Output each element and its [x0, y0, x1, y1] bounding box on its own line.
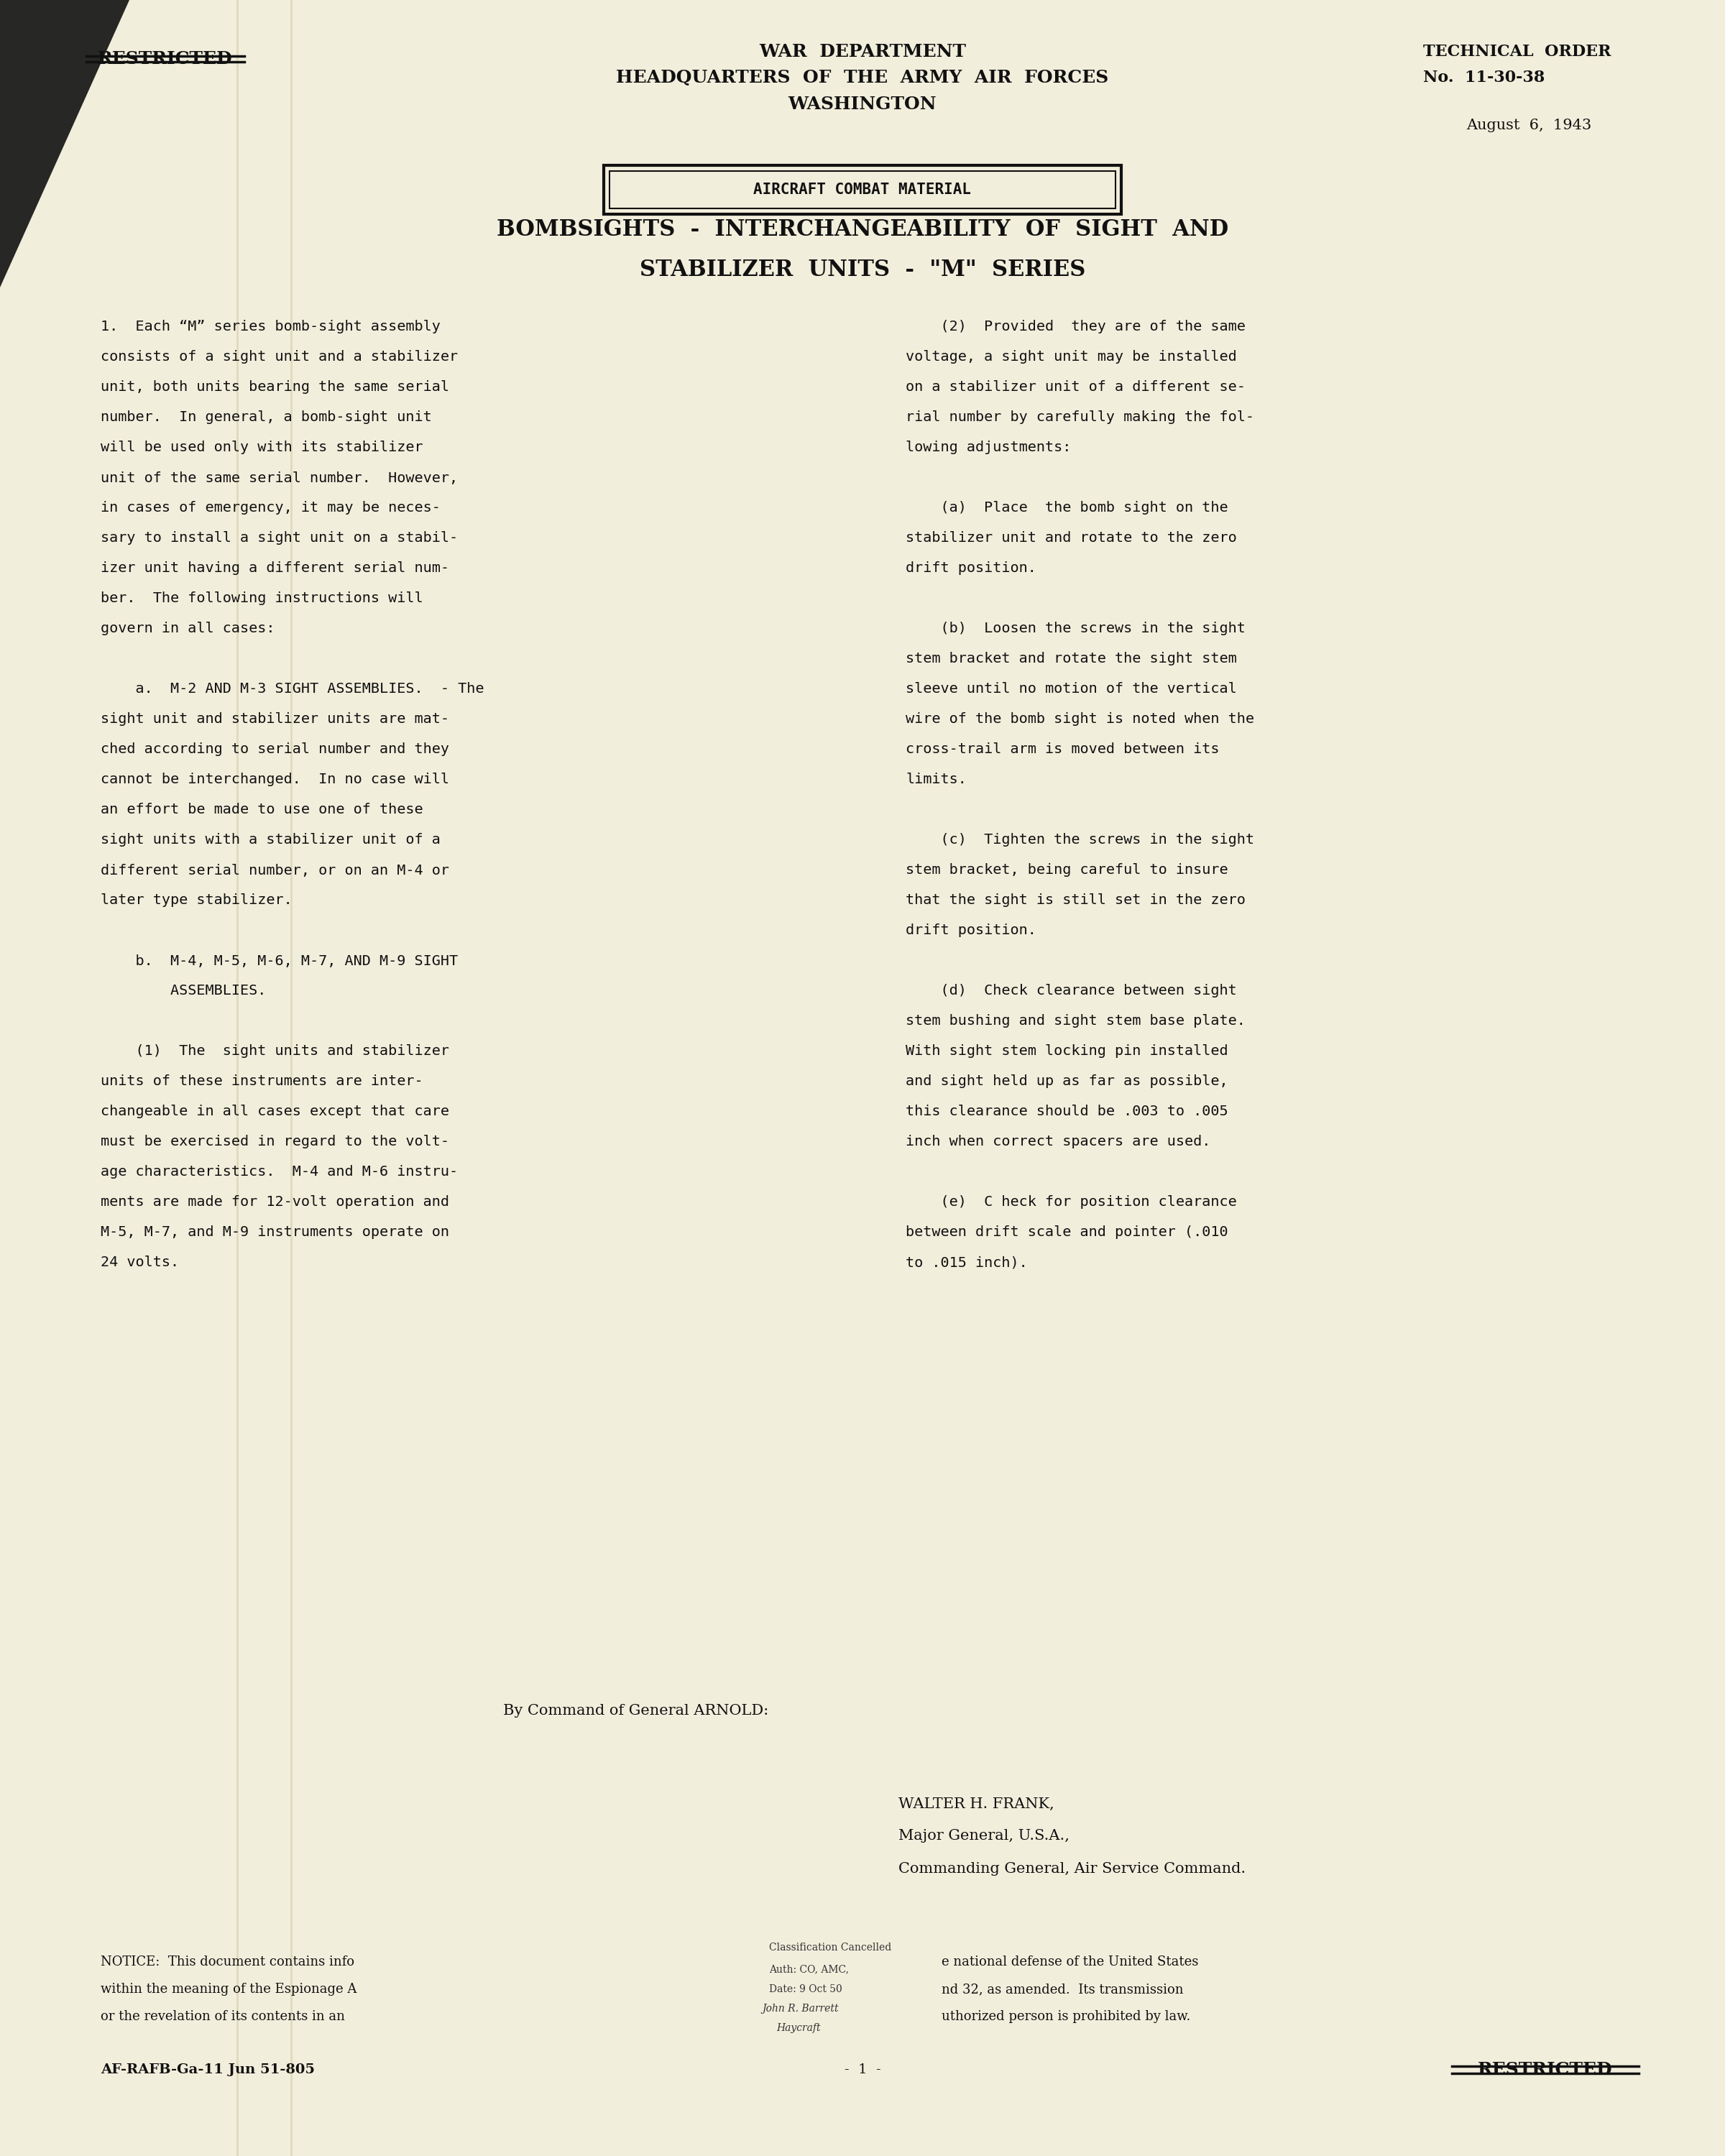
Text: rial number by carefully making the fol-: rial number by carefully making the fol-: [906, 410, 1254, 425]
Text: uthorized person is prohibited by law.: uthorized person is prohibited by law.: [942, 2009, 1190, 2022]
Text: voltage, a sight unit may be installed: voltage, a sight unit may be installed: [906, 349, 1237, 364]
Text: in cases of emergency, it may be neces-: in cases of emergency, it may be neces-: [100, 502, 440, 515]
Text: will be used only with its stabilizer: will be used only with its stabilizer: [100, 442, 423, 455]
Text: Classification Cancelled: Classification Cancelled: [769, 1943, 892, 1953]
Text: within the meaning of the Espionage A: within the meaning of the Espionage A: [100, 1984, 357, 1996]
Text: nd 32, as amended.  Its transmission: nd 32, as amended. Its transmission: [942, 1984, 1183, 1996]
Text: RESTRICTED: RESTRICTED: [98, 50, 233, 67]
Bar: [609, 170, 1116, 209]
Text: number.  In general, a bomb-sight unit: number. In general, a bomb-sight unit: [100, 410, 431, 425]
Text: stem bushing and sight stem base plate.: stem bushing and sight stem base plate.: [906, 1015, 1245, 1028]
Text: drift position.: drift position.: [906, 923, 1037, 938]
Text: M-5, M-7, and M-9 instruments operate on: M-5, M-7, and M-9 instruments operate on: [100, 1225, 448, 1240]
Text: Haycraft: Haycraft: [776, 2022, 821, 2033]
Text: must be exercised in regard to the volt-: must be exercised in regard to the volt-: [100, 1134, 448, 1149]
Text: lowing adjustments:: lowing adjustments:: [906, 442, 1071, 455]
Text: this clearance should be .003 to .005: this clearance should be .003 to .005: [906, 1104, 1228, 1119]
Text: that the sight is still set in the zero: that the sight is still set in the zero: [906, 893, 1245, 908]
Text: sleeve until no motion of the vertical: sleeve until no motion of the vertical: [906, 681, 1237, 696]
Text: to .015 inch).: to .015 inch).: [906, 1255, 1028, 1270]
Text: stabilizer unit and rotate to the zero: stabilizer unit and rotate to the zero: [906, 533, 1237, 545]
Bar: [604, 166, 1121, 213]
Text: (d)  Check clearance between sight: (d) Check clearance between sight: [906, 983, 1237, 998]
Text: AF-RAFB-Ga-11 Jun 51-805: AF-RAFB-Ga-11 Jun 51-805: [100, 2063, 316, 2076]
Text: ched according to serial number and they: ched according to serial number and they: [100, 742, 448, 757]
Text: NOTICE:  This document contains info: NOTICE: This document contains info: [100, 1955, 354, 1968]
Text: With sight stem locking pin installed: With sight stem locking pin installed: [906, 1046, 1228, 1059]
Text: RESTRICTED: RESTRICTED: [1478, 2061, 1613, 2078]
Text: (a)  Place  the bomb sight on the: (a) Place the bomb sight on the: [906, 502, 1228, 515]
Text: cross-trail arm is moved between its: cross-trail arm is moved between its: [906, 742, 1220, 757]
Text: HEADQUARTERS  OF  THE  ARMY  AIR  FORCES: HEADQUARTERS OF THE ARMY AIR FORCES: [616, 69, 1109, 86]
Text: or the revelation of its contents in an: or the revelation of its contents in an: [100, 2009, 345, 2022]
Text: units of these instruments are inter-: units of these instruments are inter-: [100, 1076, 423, 1089]
Text: b.  M-4, M-5, M-6, M-7, AND M-9 SIGHT: b. M-4, M-5, M-6, M-7, AND M-9 SIGHT: [100, 953, 457, 968]
Text: STABILIZER  UNITS  -  "M"  SERIES: STABILIZER UNITS - "M" SERIES: [640, 259, 1085, 280]
Text: limits.: limits.: [906, 774, 966, 787]
Text: Date: 9 Oct 50: Date: 9 Oct 50: [769, 1984, 842, 1994]
Text: John R. Barrett: John R. Barrett: [762, 2003, 838, 2014]
Text: TECHNICAL  ORDER: TECHNICAL ORDER: [1423, 43, 1611, 60]
Text: ber.  The following instructions will: ber. The following instructions will: [100, 593, 423, 606]
Text: govern in all cases:: govern in all cases:: [100, 621, 274, 636]
Text: an effort be made to use one of these: an effort be made to use one of these: [100, 804, 423, 817]
Text: stem bracket, being careful to insure: stem bracket, being careful to insure: [906, 862, 1228, 877]
Text: Auth: CO, AMC,: Auth: CO, AMC,: [769, 1964, 849, 1975]
Text: on a stabilizer unit of a different se-: on a stabilizer unit of a different se-: [906, 379, 1245, 395]
Text: WALTER H. FRANK,: WALTER H. FRANK,: [899, 1798, 1054, 1811]
Text: WAR  DEPARTMENT: WAR DEPARTMENT: [759, 43, 966, 60]
Text: unit, both units bearing the same serial: unit, both units bearing the same serial: [100, 379, 448, 395]
Text: By Command of General ARNOLD:: By Command of General ARNOLD:: [504, 1703, 769, 1716]
Text: inch when correct spacers are used.: inch when correct spacers are used.: [906, 1134, 1211, 1149]
Text: 1.  Each “M” series bomb-sight assembly: 1. Each “M” series bomb-sight assembly: [100, 321, 440, 334]
Text: WASHINGTON: WASHINGTON: [788, 95, 937, 112]
Text: age characteristics.  M-4 and M-6 instru-: age characteristics. M-4 and M-6 instru-: [100, 1164, 457, 1179]
Text: later type stabilizer.: later type stabilizer.: [100, 893, 292, 908]
Text: sary to install a sight unit on a stabil-: sary to install a sight unit on a stabil…: [100, 533, 457, 545]
Text: stem bracket and rotate the sight stem: stem bracket and rotate the sight stem: [906, 651, 1237, 666]
Text: ASSEMBLIES.: ASSEMBLIES.: [100, 983, 266, 998]
Text: BOMBSIGHTS  -  INTERCHANGEABILITY  OF  SIGHT  AND: BOMBSIGHTS - INTERCHANGEABILITY OF SIGHT…: [497, 220, 1228, 241]
Text: ments are made for 12-volt operation and: ments are made for 12-volt operation and: [100, 1194, 448, 1210]
Text: cannot be interchanged.  In no case will: cannot be interchanged. In no case will: [100, 774, 448, 787]
Text: unit of the same serial number.  However,: unit of the same serial number. However,: [100, 472, 457, 485]
Text: (c)  Tighten the screws in the sight: (c) Tighten the screws in the sight: [906, 834, 1254, 847]
Text: (b)  Loosen the screws in the sight: (b) Loosen the screws in the sight: [906, 621, 1245, 636]
Text: -  1  -: - 1 -: [844, 2063, 881, 2076]
Text: sight units with a stabilizer unit of a: sight units with a stabilizer unit of a: [100, 834, 440, 847]
Text: AIRCRAFT COMBAT MATERIAL: AIRCRAFT COMBAT MATERIAL: [754, 183, 971, 196]
Text: (e)  C heck for position clearance: (e) C heck for position clearance: [906, 1194, 1237, 1210]
Text: sight unit and stabilizer units are mat-: sight unit and stabilizer units are mat-: [100, 711, 448, 727]
Text: No.  11-30-38: No. 11-30-38: [1423, 69, 1546, 86]
Text: e national defense of the United States: e national defense of the United States: [942, 1955, 1199, 1968]
Text: different serial number, or on an M-4 or: different serial number, or on an M-4 or: [100, 862, 448, 877]
Text: August  6,  1943: August 6, 1943: [1466, 119, 1592, 134]
Text: izer unit having a different serial num-: izer unit having a different serial num-: [100, 563, 448, 576]
Text: Commanding General, Air Service Command.: Commanding General, Air Service Command.: [899, 1863, 1245, 1876]
Text: changeable in all cases except that care: changeable in all cases except that care: [100, 1104, 448, 1119]
Text: between drift scale and pointer (.010: between drift scale and pointer (.010: [906, 1225, 1228, 1240]
Text: Major General, U.S.A.,: Major General, U.S.A.,: [899, 1828, 1070, 1843]
Text: a.  M-2 AND M-3 SIGHT ASSEMBLIES.  - The: a. M-2 AND M-3 SIGHT ASSEMBLIES. - The: [100, 681, 485, 696]
Text: (1)  The  sight units and stabilizer: (1) The sight units and stabilizer: [100, 1046, 448, 1059]
Text: drift position.: drift position.: [906, 563, 1037, 576]
Text: wire of the bomb sight is noted when the: wire of the bomb sight is noted when the: [906, 711, 1254, 727]
Text: consists of a sight unit and a stabilizer: consists of a sight unit and a stabilize…: [100, 349, 457, 364]
Text: 24 volts.: 24 volts.: [100, 1255, 179, 1270]
Text: (2)  Provided  they are of the same: (2) Provided they are of the same: [906, 321, 1245, 334]
Text: and sight held up as far as possible,: and sight held up as far as possible,: [906, 1076, 1228, 1089]
Polygon shape: [0, 0, 129, 287]
